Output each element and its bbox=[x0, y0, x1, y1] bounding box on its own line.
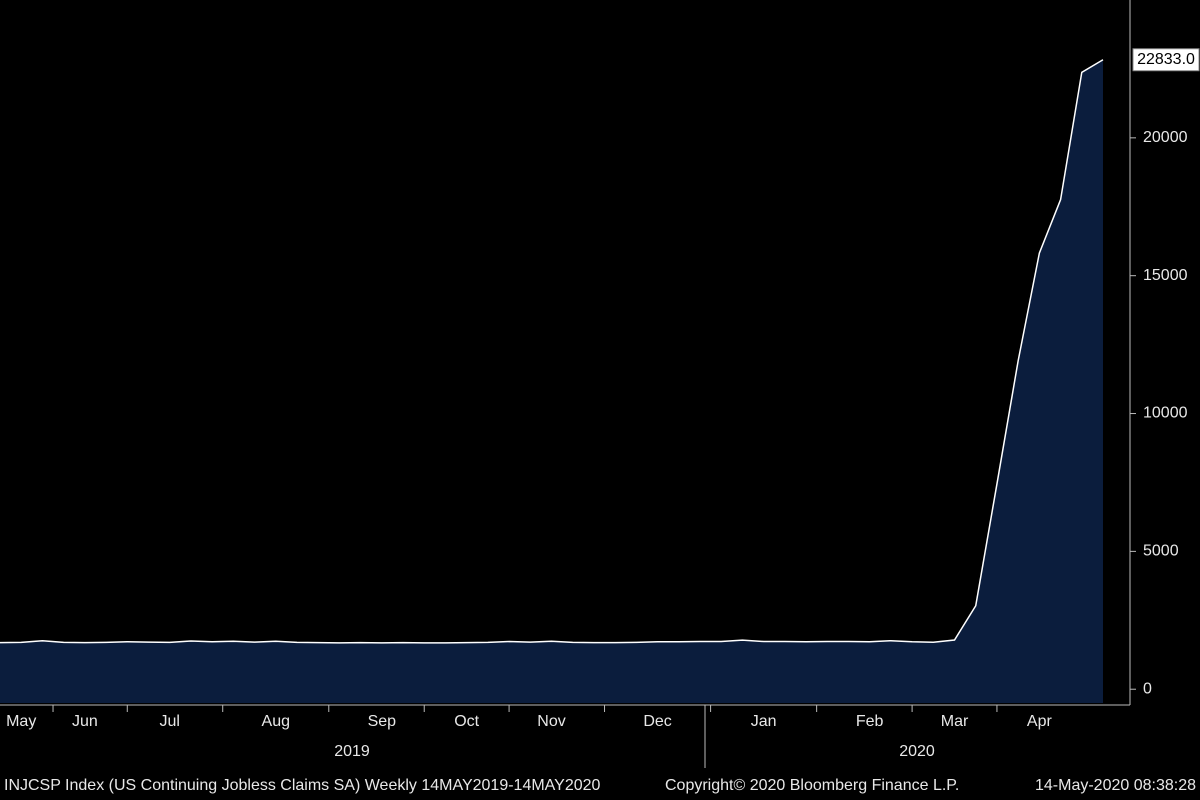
y-tick-label: 10000 bbox=[1143, 405, 1188, 422]
y-tick-label: 20000 bbox=[1143, 129, 1188, 146]
x-tick-label: May bbox=[6, 713, 36, 730]
x-tick-label: Jun bbox=[72, 713, 98, 730]
y-tick-label: 0 bbox=[1143, 680, 1152, 697]
area bbox=[0, 59, 1103, 704]
x-tick-label: Nov bbox=[537, 713, 565, 730]
x-tick-label: Dec bbox=[643, 713, 671, 730]
y-tick-label: 5000 bbox=[1143, 543, 1179, 560]
footer-timestamp: 14-May-2020 08:38:28 bbox=[1035, 777, 1196, 794]
x-tick-label: Sep bbox=[368, 713, 397, 730]
footer-source: INJCSP Index (US Continuing Jobless Clai… bbox=[4, 777, 601, 794]
x-tick-label: Jul bbox=[159, 713, 179, 730]
line bbox=[0, 59, 1104, 644]
value-label-box bbox=[1132, 48, 1200, 72]
year-label: 2020 bbox=[899, 743, 935, 760]
year-label: 2019 bbox=[334, 743, 370, 760]
x-tick-label: Jan bbox=[751, 713, 777, 730]
x-tick-label: Apr bbox=[1027, 713, 1053, 730]
x-tick-label: Feb bbox=[856, 713, 884, 730]
x-tick-label: Oct bbox=[454, 713, 479, 730]
footer-copyright: Copyright© 2020 Bloomberg Finance L.P. bbox=[665, 777, 959, 794]
x-tick-label: Mar bbox=[941, 713, 969, 730]
value-label: 22833.0 bbox=[1137, 51, 1195, 68]
y-tick-label: 15000 bbox=[1143, 267, 1188, 284]
x-tick-label: Aug bbox=[262, 713, 290, 730]
